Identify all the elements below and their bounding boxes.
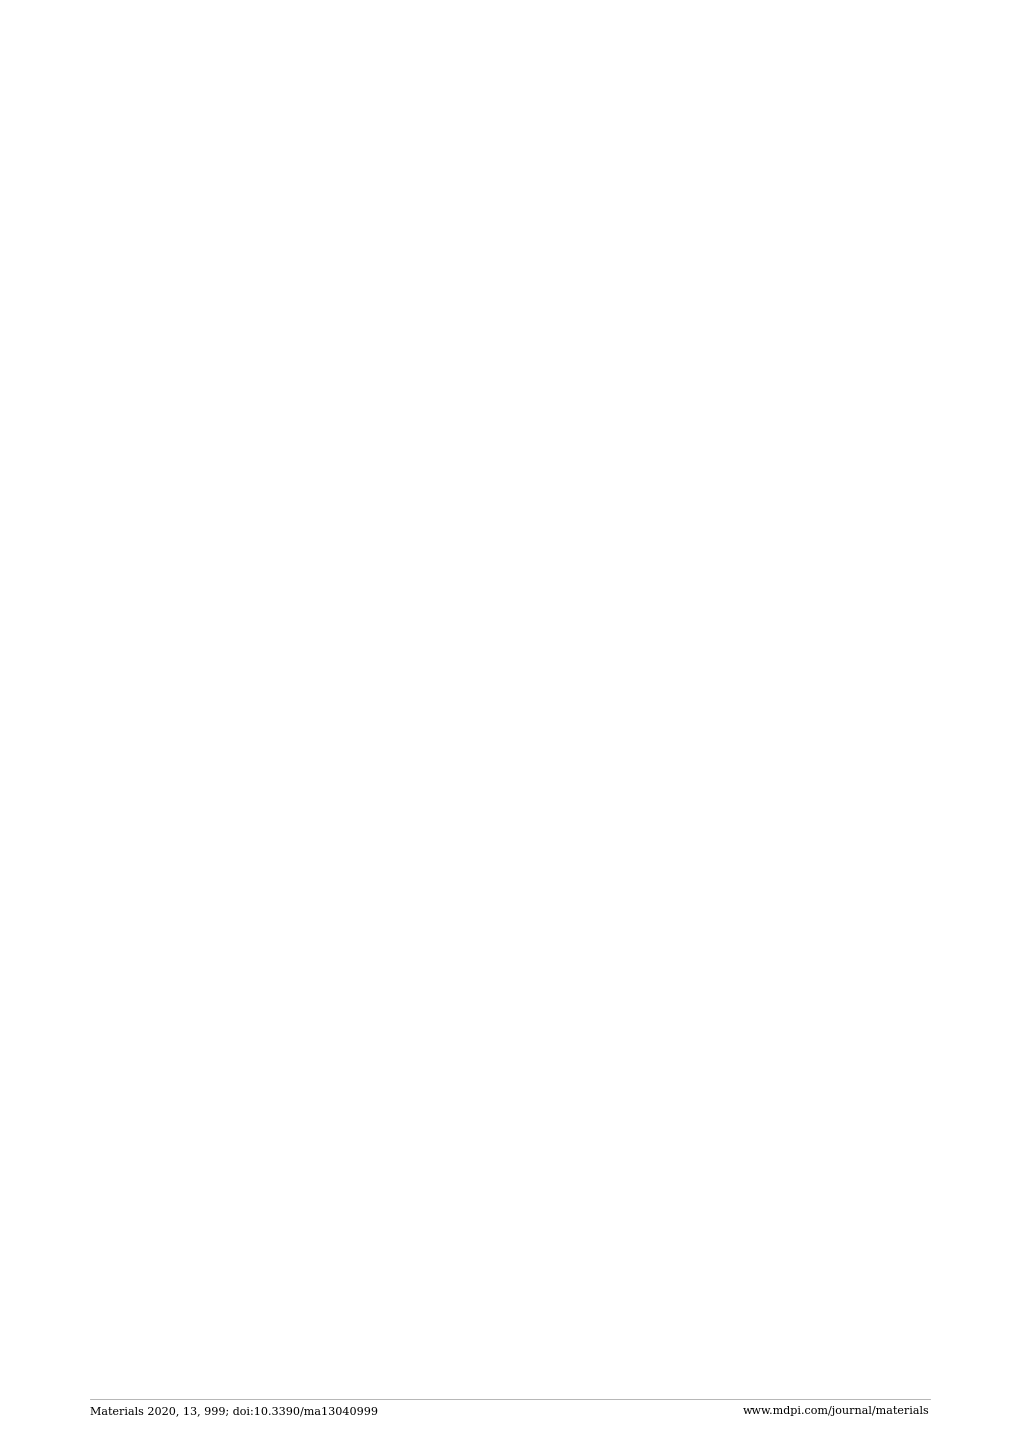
Text: www.mdpi.com/journal/materials: www.mdpi.com/journal/materials: [743, 1406, 929, 1416]
Text: Materials 2020, 13, 999; doi:10.3390/ma13040999: Materials 2020, 13, 999; doi:10.3390/ma1…: [90, 1406, 378, 1416]
